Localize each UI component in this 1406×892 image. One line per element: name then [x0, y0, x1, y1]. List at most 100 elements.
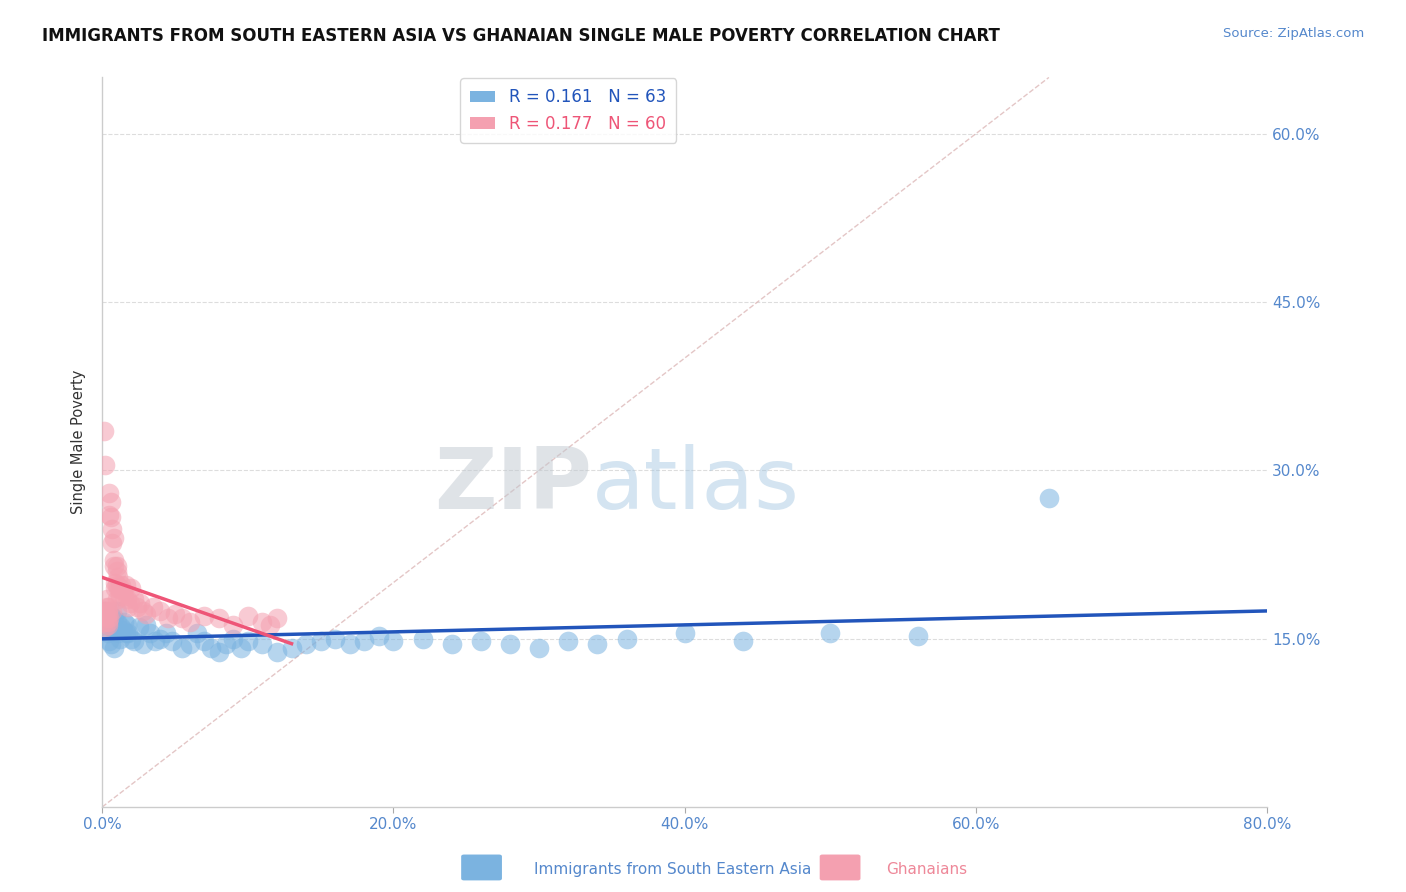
- Point: [179, 637, 201, 651]
- Point: [101, 603, 124, 617]
- Point: [222, 632, 245, 646]
- Point: [96, 592, 118, 607]
- Point: [98, 485, 121, 500]
- Point: [108, 589, 131, 603]
- Point: [208, 645, 231, 659]
- Point: [101, 620, 124, 634]
- Point: [100, 510, 122, 524]
- Point: [149, 603, 172, 617]
- Point: [673, 626, 696, 640]
- Text: IMMIGRANTS FROM SOUTH EASTERN ASIA VS GHANAIAN SINGLE MALE POVERTY CORRELATION C: IMMIGRANTS FROM SOUTH EASTERN ASIA VS GH…: [42, 27, 1000, 45]
- Point: [143, 633, 166, 648]
- Point: [115, 618, 138, 632]
- Point: [155, 626, 177, 640]
- Text: Source: ZipAtlas.com: Source: ZipAtlas.com: [1223, 27, 1364, 40]
- Point: [98, 600, 121, 615]
- Point: [323, 632, 346, 646]
- Text: Ghanaians: Ghanaians: [886, 863, 967, 877]
- Point: [115, 592, 138, 607]
- Point: [105, 592, 128, 607]
- Point: [94, 603, 117, 617]
- Y-axis label: Single Male Poverty: Single Male Poverty: [72, 370, 86, 515]
- Point: [100, 609, 122, 624]
- Point: [142, 600, 165, 615]
- Point: [93, 615, 115, 629]
- Point: [101, 536, 124, 550]
- Point: [122, 633, 145, 648]
- Point: [1038, 491, 1060, 506]
- Point: [339, 637, 361, 651]
- Point: [266, 645, 288, 659]
- Point: [117, 600, 139, 615]
- Point: [114, 626, 136, 640]
- Point: [104, 581, 127, 595]
- Point: [103, 531, 125, 545]
- Point: [105, 615, 128, 629]
- Point: [97, 615, 120, 629]
- Point: [103, 611, 125, 625]
- Point: [135, 618, 157, 632]
- Point: [97, 607, 120, 621]
- Point: [236, 633, 259, 648]
- Point: [100, 494, 122, 508]
- Point: [229, 640, 252, 655]
- Point: [135, 607, 157, 621]
- Point: [107, 581, 129, 595]
- Text: ZIP: ZIP: [434, 444, 592, 527]
- Point: [353, 633, 375, 648]
- Point: [193, 609, 215, 624]
- Point: [193, 633, 215, 648]
- Point: [117, 626, 139, 640]
- Point: [104, 623, 127, 637]
- Point: [103, 553, 125, 567]
- Point: [94, 609, 117, 624]
- Point: [200, 640, 222, 655]
- Point: [103, 558, 125, 573]
- Point: [160, 633, 183, 648]
- Legend: R = 0.161   N = 63, R = 0.177   N = 60: R = 0.161 N = 63, R = 0.177 N = 60: [461, 78, 676, 143]
- Point: [259, 618, 281, 632]
- Point: [586, 637, 609, 651]
- Point: [132, 637, 155, 651]
- Point: [557, 633, 579, 648]
- Point: [440, 637, 463, 651]
- Point: [309, 633, 332, 648]
- Point: [98, 633, 121, 648]
- Point: [97, 618, 120, 632]
- Point: [186, 626, 208, 640]
- Point: [105, 578, 128, 592]
- Text: Immigrants from South Eastern Asia: Immigrants from South Eastern Asia: [534, 863, 811, 877]
- Point: [107, 626, 129, 640]
- Point: [104, 575, 127, 590]
- Point: [179, 615, 201, 629]
- Point: [101, 522, 124, 536]
- Point: [94, 603, 117, 617]
- Point: [96, 618, 118, 632]
- Point: [295, 637, 318, 651]
- Point: [139, 626, 162, 640]
- Point: [111, 623, 134, 637]
- Point: [108, 632, 131, 646]
- Point: [156, 611, 179, 625]
- Point: [120, 581, 142, 595]
- Point: [96, 600, 118, 615]
- Point: [616, 632, 638, 646]
- Point: [412, 632, 434, 646]
- Point: [527, 640, 550, 655]
- Point: [94, 620, 117, 634]
- Point: [112, 615, 135, 629]
- Point: [93, 603, 115, 617]
- Point: [149, 632, 172, 646]
- Point: [97, 626, 120, 640]
- Point: [368, 629, 391, 643]
- Point: [129, 596, 152, 610]
- Point: [120, 632, 142, 646]
- Point: [215, 637, 238, 651]
- Point: [470, 633, 492, 648]
- Point: [499, 637, 522, 651]
- Point: [252, 615, 274, 629]
- Point: [108, 581, 131, 595]
- Point: [105, 564, 128, 578]
- Point: [105, 603, 128, 617]
- Point: [114, 578, 136, 592]
